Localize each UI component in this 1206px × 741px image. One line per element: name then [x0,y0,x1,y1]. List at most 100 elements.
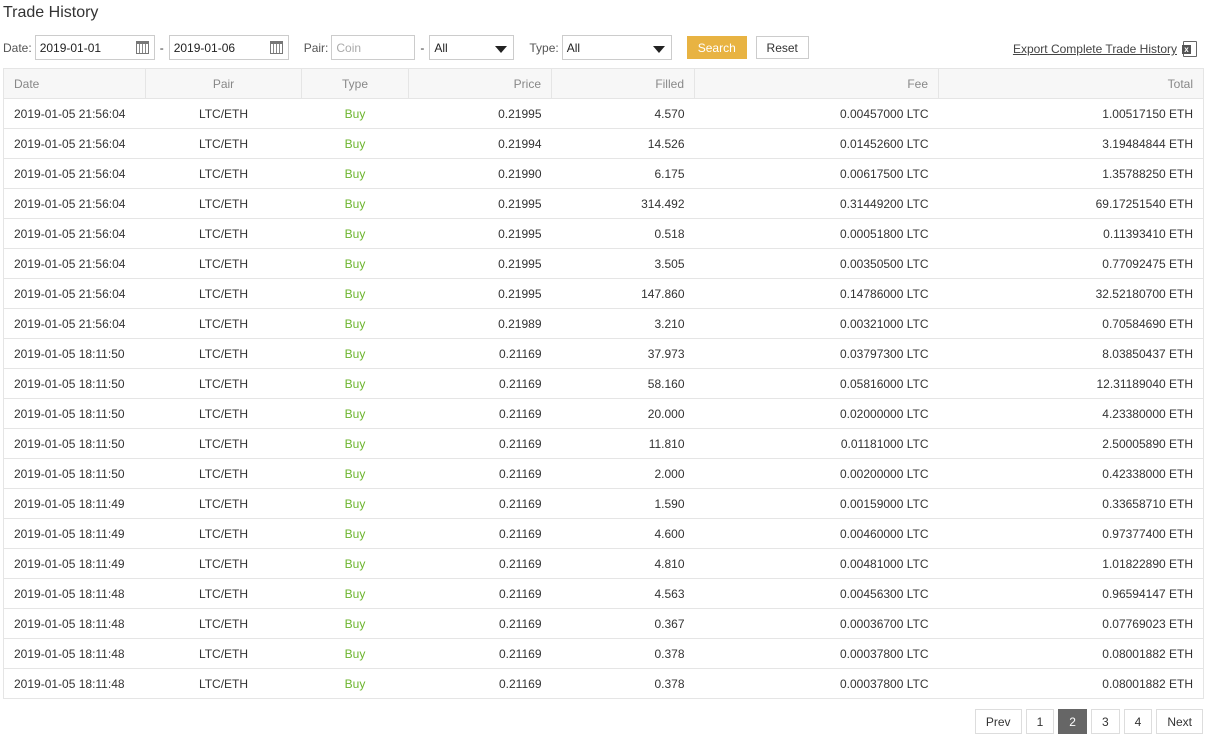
cell-pair: LTC/ETH [145,458,302,489]
calendar-icon[interactable] [135,41,149,54]
table-row: 2019-01-05 18:11:48 LTC/ETH Buy 0.21169 0.37… [3,638,1204,669]
date-from-input[interactable]: 2019-01-01 [34,35,155,60]
export-link[interactable]: Export Complete Trade History [1013,41,1197,57]
cell-price: 0.21995 [408,218,552,249]
cell-price: 0.21169 [408,518,552,549]
cell-date: 2019-01-05 18:11:49 [3,548,146,579]
next-page-button[interactable]: Next [1156,709,1203,734]
cell-price: 0.21995 [408,248,552,279]
filter-bar: Date: 2019-01-01 - 2019-01-06 Pair: Coin… [3,35,809,60]
cell-filled: 314.492 [551,188,695,219]
cell-date: 2019-01-05 18:11:48 [3,608,146,639]
table-row: 2019-01-05 18:11:49 LTC/ETH Buy 0.21169 1.59… [3,488,1204,519]
cell-fee: 0.01181000 LTC [694,428,939,459]
cell-fee: 0.02000000 LTC [694,398,939,429]
cell-pair: LTC/ETH [145,428,302,459]
cell-type: Buy [301,518,409,549]
reset-button[interactable]: Reset [755,36,809,59]
cell-date: 2019-01-05 18:11:50 [3,428,146,459]
cell-filled: 147.860 [551,278,695,309]
pair-label: Pair: [303,40,329,55]
cell-total: 0.11393410 ETH [938,218,1204,249]
cell-date: 2019-01-05 21:56:04 [3,98,146,129]
col-price: Price [408,68,552,99]
cell-type: Buy [301,218,409,249]
cell-type: Buy [301,428,409,459]
cell-pair: LTC/ETH [145,278,302,309]
excel-icon[interactable] [1182,41,1197,57]
cell-type: Buy [301,98,409,129]
page-1-button[interactable]: 1 [1025,709,1055,734]
cell-pair: LTC/ETH [145,488,302,519]
cell-type: Buy [301,278,409,309]
cell-type: Buy [301,458,409,489]
cell-total: 1.01822890 ETH [938,548,1204,579]
cell-type: Buy [301,488,409,519]
cell-filled: 4.810 [551,548,695,579]
cell-type: Buy [301,248,409,279]
cell-filled: 3.505 [551,248,695,279]
cell-type: Buy [301,608,409,639]
pair-separator: - [420,40,425,55]
page-3-button[interactable]: 3 [1090,709,1120,734]
cell-total: 0.33658710 ETH [938,488,1204,519]
cell-fee: 0.00457000 LTC [694,98,939,129]
table-row: 2019-01-05 21:56:04 LTC/ETH Buy 0.21994 14.5… [3,128,1204,159]
cell-pair: LTC/ETH [145,398,302,429]
cell-type: Buy [301,188,409,219]
cell-filled: 4.563 [551,578,695,609]
cell-filled: 4.600 [551,518,695,549]
page-title: Trade History [3,4,99,21]
search-button[interactable]: Search [686,36,747,59]
table-body: 2019-01-05 21:56:04 LTC/ETH Buy 0.21995 4.57… [3,98,1204,699]
cell-date: 2019-01-05 18:11:50 [3,458,146,489]
cell-pair: LTC/ETH [145,668,302,699]
page-2-button[interactable]: 2 [1058,709,1087,734]
table-row: 2019-01-05 18:11:50 LTC/ETH Buy 0.21169 37.9… [3,338,1204,369]
cell-total: 0.70584690 ETH [938,308,1204,339]
cell-filled: 0.378 [551,668,695,699]
cell-pair: LTC/ETH [145,608,302,639]
cell-pair: LTC/ETH [145,188,302,219]
cell-type: Buy [301,668,409,699]
cell-filled: 37.973 [551,338,695,369]
cell-type: Buy [301,128,409,159]
cell-fee: 0.00350500 LTC [694,248,939,279]
page-4-button[interactable]: 4 [1123,709,1153,734]
cell-total: 0.08001882 ETH [938,668,1204,699]
cell-type: Buy [301,578,409,609]
cell-fee: 0.00321000 LTC [694,308,939,339]
cell-date: 2019-01-05 18:11:49 [3,518,146,549]
chevron-down-icon [652,46,665,53]
pair-coin-placeholder: Coin [336,40,362,55]
cell-fee: 0.01452600 LTC [694,128,939,159]
cell-fee: 0.00456300 LTC [694,578,939,609]
cell-total: 8.03850437 ETH [938,338,1204,369]
cell-filled: 1.590 [551,488,695,519]
cell-pair: LTC/ETH [145,218,302,249]
calendar-icon[interactable] [269,41,283,54]
date-to-input[interactable]: 2019-01-06 [168,35,289,60]
pair-coin-input[interactable]: Coin [331,35,416,60]
cell-filled: 6.175 [551,158,695,189]
cell-total: 69.17251540 ETH [938,188,1204,219]
cell-price: 0.21169 [408,578,552,609]
prev-page-button[interactable]: Prev [974,709,1022,734]
cell-filled: 20.000 [551,398,695,429]
table-row: 2019-01-05 21:56:04 LTC/ETH Buy 0.21995 314.… [3,188,1204,219]
cell-total: 0.77092475 ETH [938,248,1204,279]
type-select[interactable]: All [561,35,672,60]
date-to-value: 2019-01-06 [173,40,236,55]
cell-date: 2019-01-05 18:11:48 [3,638,146,669]
cell-pair: LTC/ETH [145,128,302,159]
pair-quote-select[interactable]: All [429,35,515,60]
table-row: 2019-01-05 18:11:50 LTC/ETH Buy 0.21169 58.1… [3,368,1204,399]
cell-fee: 0.05816000 LTC [694,368,939,399]
cell-total: 2.50005890 ETH [938,428,1204,459]
table-row: 2019-01-05 18:11:50 LTC/ETH Buy 0.21169 11.8… [3,428,1204,459]
cell-type: Buy [301,338,409,369]
cell-date: 2019-01-05 21:56:04 [3,188,146,219]
cell-fee: 0.00037800 LTC [694,668,939,699]
cell-fee: 0.00460000 LTC [694,518,939,549]
export-label[interactable]: Export Complete Trade History [1012,42,1177,56]
